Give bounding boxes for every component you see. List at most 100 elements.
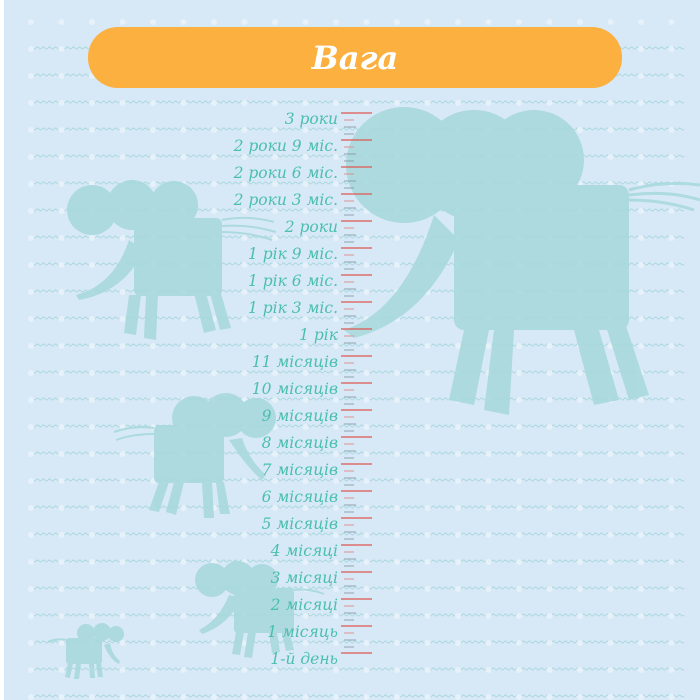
dot [363, 370, 370, 376]
dot [89, 532, 95, 538]
dot [241, 235, 248, 241]
elephant-icon [195, 561, 325, 658]
wavy-line [29, 397, 685, 401]
scale-label: 1 місяць [267, 623, 338, 641]
dot [546, 343, 553, 349]
dot [333, 370, 339, 376]
dot [577, 127, 583, 133]
scale-label: 9 місяців [261, 407, 338, 425]
dot [485, 505, 492, 511]
dot [424, 505, 431, 511]
dot [302, 478, 309, 484]
dot [28, 532, 34, 538]
dot [455, 613, 461, 619]
dot [638, 235, 644, 241]
dot [394, 505, 400, 511]
dot [424, 532, 431, 538]
scale-label: 2 роки 6 міс. [233, 164, 338, 182]
dot [89, 316, 95, 322]
dot [455, 343, 461, 349]
dot [302, 208, 309, 214]
dot [272, 559, 278, 565]
wavy-line [29, 667, 685, 671]
dot [211, 370, 217, 376]
dot [211, 127, 217, 133]
dot [58, 586, 65, 592]
dot [211, 640, 217, 646]
scale-label: 1-й день [270, 650, 338, 668]
dot [638, 613, 644, 619]
dot [668, 154, 675, 160]
dot [58, 289, 65, 295]
dot [333, 235, 339, 241]
dot [607, 127, 614, 133]
dot [394, 343, 400, 349]
dot [58, 424, 65, 430]
dot [119, 667, 126, 673]
elephant-icon [344, 107, 700, 415]
dot [180, 343, 187, 349]
dot [180, 667, 187, 673]
dot [28, 343, 34, 349]
dot [668, 397, 675, 403]
dot [394, 694, 400, 700]
dot [241, 127, 248, 133]
dot [333, 154, 339, 160]
dot [119, 640, 126, 646]
dot [668, 424, 675, 430]
dot [180, 613, 187, 619]
dot [89, 154, 95, 160]
dot [180, 532, 187, 538]
dot [28, 46, 34, 52]
dot [28, 100, 34, 106]
dot [363, 100, 370, 106]
dot [119, 613, 126, 619]
dot [485, 559, 492, 565]
dot [302, 181, 309, 187]
dot [302, 559, 309, 565]
dot [89, 343, 95, 349]
elephant-icon [47, 623, 124, 679]
dot [607, 613, 614, 619]
dot [302, 667, 309, 673]
dot [241, 694, 248, 700]
dot [607, 640, 614, 646]
dot [58, 370, 65, 376]
dot [241, 208, 248, 214]
dot [211, 694, 217, 700]
dot [638, 505, 644, 511]
dot [638, 694, 644, 700]
dot [28, 694, 34, 700]
dot [516, 370, 522, 376]
dot [577, 667, 583, 673]
dot [119, 127, 126, 133]
dot [638, 532, 644, 538]
dot [119, 532, 126, 538]
dot [333, 640, 339, 646]
scale-label: 1 рік 9 міс. [247, 245, 338, 263]
dot [363, 235, 370, 241]
dot [150, 613, 156, 619]
dot [333, 181, 339, 187]
dot [394, 586, 400, 592]
dot [485, 667, 492, 673]
elephant-icon [113, 393, 276, 518]
dot [89, 451, 95, 457]
dot [58, 397, 65, 403]
dot [577, 370, 583, 376]
dot [180, 100, 187, 106]
dot [58, 154, 65, 160]
dot [58, 100, 65, 106]
dot [333, 397, 339, 403]
dot [119, 100, 126, 106]
wavy-line [29, 532, 685, 536]
dot [363, 532, 370, 538]
dot [89, 262, 95, 268]
dot [577, 397, 583, 403]
dot [485, 478, 492, 484]
dot [150, 694, 156, 700]
dot [333, 613, 339, 619]
elephant-icon [67, 180, 277, 340]
dot [58, 451, 65, 457]
dot [28, 127, 34, 133]
